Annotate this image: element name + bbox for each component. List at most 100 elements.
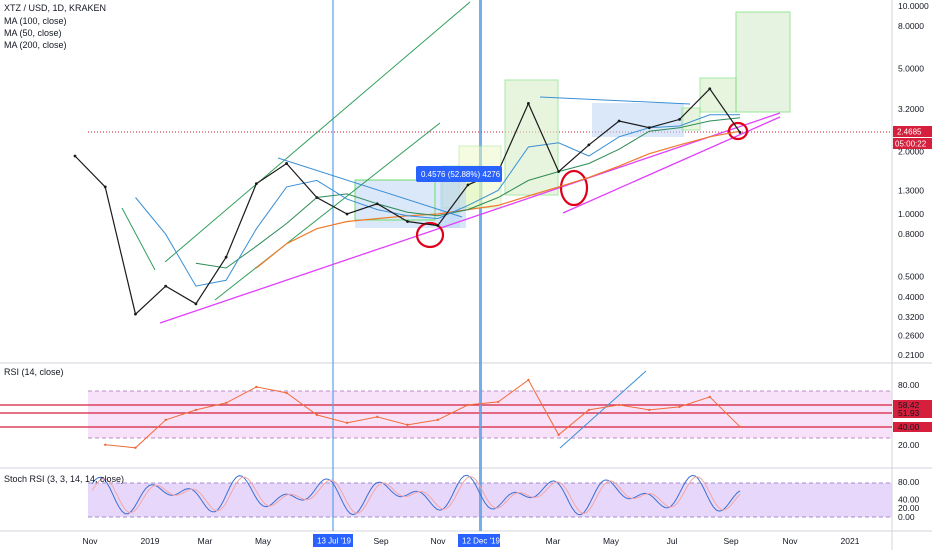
price-tick-label: 0.8000 [898, 229, 924, 239]
price-point [678, 117, 681, 121]
price-tick-label: 0.3200 [898, 312, 924, 322]
stoch-tick-label: 80.00 [898, 477, 920, 487]
rsi-trendline [559, 370, 647, 449]
rsi-point [406, 423, 409, 427]
rsi-point [557, 433, 560, 437]
price-point [224, 255, 228, 259]
rsi-tag-label: 40.00 [898, 422, 920, 432]
price-tick-label: 1.0000 [898, 209, 924, 219]
time-tick-label: 2021 [841, 536, 860, 546]
price-tick-label: 8.0000 [898, 21, 924, 31]
rsi-legend[interactable]: RSI (14, close) [4, 367, 64, 377]
x-highlight-1-bg [313, 534, 353, 547]
rsi-point [496, 400, 500, 404]
x-highlight-1: 13 Jul '19 [317, 537, 352, 546]
circle-mark-3 [727, 121, 749, 141]
price-point [466, 183, 470, 187]
time-tick-label: Mar [546, 536, 561, 546]
rsi-point [164, 418, 167, 422]
rsi-band [88, 391, 892, 438]
time-tick-label: Nov [82, 536, 98, 546]
price-point [738, 130, 742, 134]
rsi-point [104, 443, 107, 446]
price-point [708, 87, 712, 91]
measure-label-bg [416, 166, 502, 182]
rsi-point [738, 425, 742, 429]
circle-mark-1 [415, 221, 445, 249]
rsi-point [587, 408, 591, 412]
price-point [406, 220, 409, 223]
rsi-point [134, 446, 137, 449]
price-point [73, 154, 77, 158]
time-tick-label: Jul [667, 536, 678, 546]
rsi-tag-bg [893, 400, 932, 410]
timer-tag: 05:00:22 [895, 140, 927, 149]
price-tick-label: 5.0000 [898, 64, 924, 74]
time-tick-label: Nov [782, 536, 798, 546]
price-point [557, 170, 561, 173]
stoch-legend[interactable]: Stoch RSI (3, 3, 14, 14, close) [4, 474, 125, 484]
rsi-line [105, 379, 741, 449]
price-axis-bg [892, 0, 932, 550]
price-tick-label: 3.2000 [898, 104, 924, 114]
time-tick-label: Nov [430, 536, 446, 546]
price-point [647, 126, 651, 130]
trendline-lower-2 [562, 116, 781, 214]
rsi-tick-label: 20.00 [898, 440, 920, 450]
rsi-point [345, 421, 349, 425]
time-tick-label: Mar [198, 536, 213, 546]
rsi-point [376, 415, 379, 419]
price-point [315, 196, 319, 199]
channel-line-1 [164, 1, 471, 263]
rsi-point [617, 403, 621, 407]
rsi-tag-bg [893, 422, 932, 432]
price-point [587, 143, 591, 147]
channel-line-3 [121, 207, 156, 271]
time-tick-label: Sep [723, 536, 738, 546]
price-point [194, 302, 198, 306]
rsi-tag-bg [893, 408, 932, 418]
symbol-legend[interactable]: XTZ / USD, 1D, KRAKEN [4, 3, 107, 13]
trendline-lower [159, 112, 781, 324]
ma100-line [195, 117, 741, 269]
price-point [617, 119, 621, 123]
rsi-point [708, 395, 711, 399]
rsi-point [224, 401, 228, 405]
drawings [121, 1, 791, 449]
price-tick-label: 1.3000 [898, 185, 924, 195]
rsi-point [194, 408, 198, 412]
trendline-upper-1 [277, 157, 463, 218]
trendline-upper-2 [539, 96, 691, 105]
ma200-legend[interactable]: MA (200, close) [4, 40, 67, 50]
price-point [345, 212, 349, 216]
time-tick-label: 2019 [141, 536, 160, 546]
green-box-1 [354, 179, 436, 221]
rsi-point [648, 408, 651, 412]
rsi-point [315, 413, 319, 417]
measure-label: 0.4576 (52.88%) 4276 [421, 170, 501, 179]
rsi-tick-label: 80.00 [898, 380, 920, 390]
price-point [134, 312, 137, 316]
price-tick-label: 0.5000 [898, 272, 924, 282]
rsi-point [255, 385, 258, 389]
price-point [254, 182, 258, 186]
stoch-tick-label: 40.00 [898, 494, 920, 504]
price-point [103, 185, 107, 189]
ma100-legend[interactable]: MA (100, close) [4, 16, 67, 26]
rsi-point [436, 418, 439, 422]
green-box-6 [699, 77, 737, 113]
ma50-legend[interactable]: MA (50, close) [4, 28, 62, 38]
circle-mark-2 [559, 169, 589, 207]
timer-tag-bg [893, 138, 932, 149]
channel-line-2 [214, 122, 441, 301]
price-point [164, 284, 168, 288]
x-highlight-2: 12 Dec '19 [462, 537, 501, 546]
price-point [436, 224, 440, 227]
price-tick-label: 0.4000 [898, 292, 924, 302]
rsi-tag-label: 51.93 [898, 408, 920, 418]
price-point [285, 162, 288, 165]
rsi-tag-label: 58.42 [898, 400, 920, 410]
price-tick-label: 10.0000 [898, 1, 929, 11]
rsi-point [527, 378, 530, 382]
